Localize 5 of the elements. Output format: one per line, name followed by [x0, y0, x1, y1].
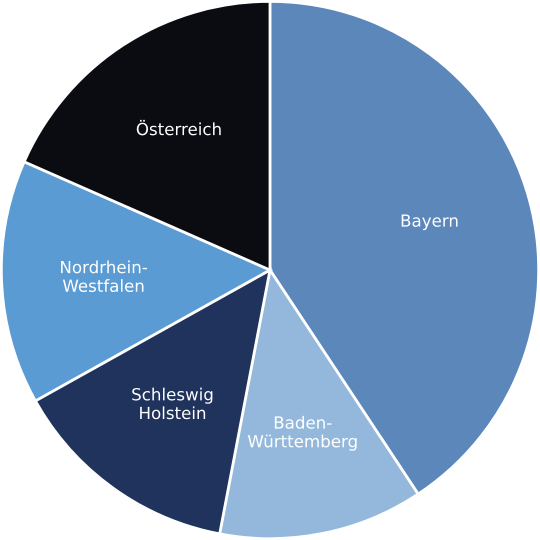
- slice-label: Baden- Württemberg: [248, 416, 357, 451]
- slice-label: Schleswig Holstein: [132, 388, 212, 420]
- slice-label: Nordrhein- Westfalen: [61, 260, 147, 292]
- slice-label: Bayern: [402, 214, 458, 230]
- slice-label: Österreich: [136, 120, 221, 136]
